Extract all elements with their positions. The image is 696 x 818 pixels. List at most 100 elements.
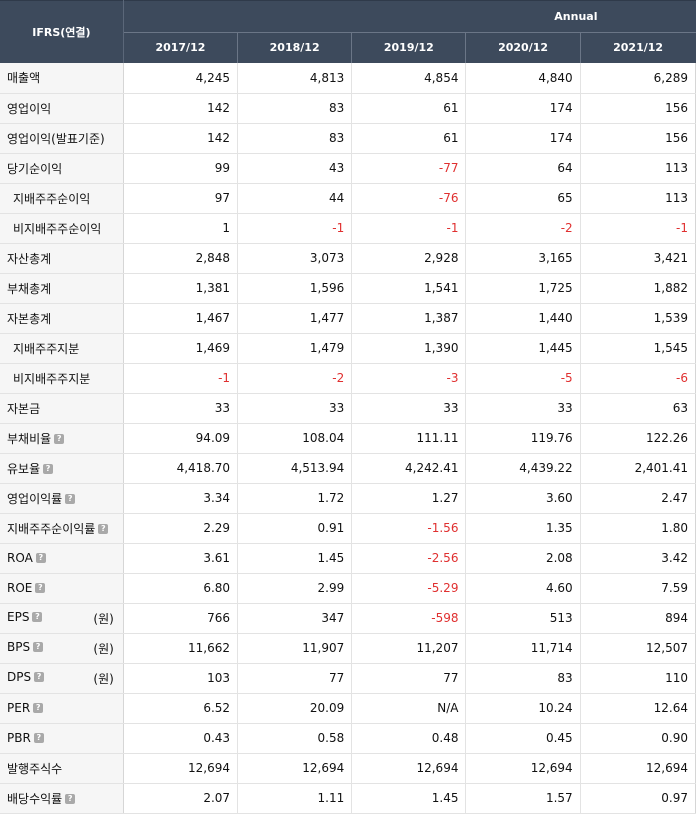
value-cell: 766 xyxy=(123,603,239,634)
value-cell: 1,469 xyxy=(123,333,239,364)
row-label-cell: 당기순이익 xyxy=(0,153,124,184)
row-label: 비지배주주지분 xyxy=(13,371,91,386)
value-cell: 2,928 xyxy=(351,243,467,274)
row-label-cell: 자본금 xyxy=(0,393,124,424)
value-cell: 1,467 xyxy=(123,303,239,334)
value-cell: 4,439.22 xyxy=(465,453,581,484)
table-row: 지배주주순이익률? 2.29 0.91 -1.56 1.35 1.80 xyxy=(0,513,696,544)
value-cell: 113 xyxy=(580,183,696,214)
row-label: EPS xyxy=(7,609,30,624)
value-cell: -1 xyxy=(351,213,467,244)
value-cell: 2.99 xyxy=(237,573,353,604)
value-cell: 3.60 xyxy=(465,483,581,514)
value-cell: 4,854 xyxy=(351,63,467,94)
table-row: 발행주식수 12,694 12,694 12,694 12,694 12,694 xyxy=(0,753,696,784)
table-row: 부채총계 1,381 1,596 1,541 1,725 1,882 xyxy=(0,273,696,304)
help-icon[interactable]: ? xyxy=(32,611,43,622)
help-icon[interactable]: ? xyxy=(35,583,46,593)
row-label-cell: 부채비율? xyxy=(0,423,124,454)
table-row: 영업이익 142 83 61 174 156 xyxy=(0,93,696,124)
value-cell: 83 xyxy=(465,663,581,694)
table-row: 지배주주순이익 97 44 -76 65 113 xyxy=(0,183,696,214)
value-cell: -77 xyxy=(351,153,467,184)
help-icon[interactable]: ? xyxy=(65,493,76,504)
value-cell: 1.72 xyxy=(237,483,353,514)
table-row: 부채비율? 94.09 108.04 111.11 119.76 122.26 xyxy=(0,423,696,454)
table-row: 매출액 4,245 4,813 4,854 4,840 6,289 xyxy=(0,63,696,94)
help-icon[interactable]: ? xyxy=(98,523,109,534)
row-label-cell: 영업이익 xyxy=(0,93,124,124)
value-cell: -598 xyxy=(351,603,467,634)
row-label-cell: 지배주주순이익률? xyxy=(0,513,124,544)
value-cell: 103 xyxy=(123,663,239,694)
value-cell: -2.56 xyxy=(351,543,467,574)
value-cell: -5 xyxy=(465,363,581,394)
help-icon[interactable]: ? xyxy=(35,553,46,563)
help-icon[interactable]: ? xyxy=(33,733,44,743)
period-group-header: Annual xyxy=(123,0,696,33)
value-cell: 0.90 xyxy=(580,723,696,754)
value-cell: 3,073 xyxy=(237,243,353,274)
value-cell: 4,418.70 xyxy=(123,453,239,484)
table-row: 지배주주지분 1,469 1,479 1,390 1,445 1,545 xyxy=(0,333,696,364)
value-cell: 122.26 xyxy=(580,423,696,454)
help-icon[interactable]: ? xyxy=(33,641,44,652)
row-label-cell: 지배주주지분 xyxy=(0,333,124,364)
unit-label: (원) xyxy=(93,671,114,686)
row-label-cell: 비지배주주순이익 xyxy=(0,213,124,244)
row-label-cell: PER? xyxy=(0,693,124,724)
table-row: (원) BPS? 11,662 11,907 11,207 11,714 12,507 xyxy=(0,633,696,664)
value-cell: -1 xyxy=(123,363,239,394)
value-cell: 4,245 xyxy=(123,63,239,94)
value-cell: -1 xyxy=(580,213,696,244)
value-cell: 1,387 xyxy=(351,303,467,334)
row-label: 영업이익(발표기준) xyxy=(7,131,105,146)
value-cell: 77 xyxy=(237,663,353,694)
value-cell: -2 xyxy=(237,363,353,394)
value-cell: -1.56 xyxy=(351,513,467,544)
row-label-cell: (원) BPS? xyxy=(0,633,124,664)
row-label-cell: 비지배주주지분 xyxy=(0,363,124,394)
value-cell: 1.45 xyxy=(237,543,353,574)
value-cell: 1.57 xyxy=(465,783,581,814)
value-cell: 99 xyxy=(123,153,239,184)
help-icon[interactable]: ? xyxy=(34,671,45,682)
row-label: 지배주주순이익 xyxy=(13,191,91,206)
value-cell: 12.64 xyxy=(580,693,696,724)
value-cell: 7.59 xyxy=(580,573,696,604)
row-label: DPS xyxy=(7,669,32,684)
value-cell: 0.45 xyxy=(465,723,581,754)
value-cell: 3,165 xyxy=(465,243,581,274)
value-cell: 11,207 xyxy=(351,633,467,664)
value-cell: 3.42 xyxy=(580,543,696,574)
value-cell: 1.45 xyxy=(351,783,467,814)
value-cell: 156 xyxy=(580,123,696,154)
help-icon[interactable]: ? xyxy=(54,433,65,444)
row-label-cell: 지배주주순이익 xyxy=(0,183,124,214)
value-cell: 1,541 xyxy=(351,273,467,304)
value-cell: 61 xyxy=(351,123,467,154)
value-cell: 1.27 xyxy=(351,483,467,514)
value-cell: 2,848 xyxy=(123,243,239,274)
value-cell: 1,479 xyxy=(237,333,353,364)
value-cell: 83 xyxy=(237,123,353,154)
help-icon[interactable]: ? xyxy=(43,463,54,474)
value-cell: 119.76 xyxy=(465,423,581,454)
help-icon[interactable]: ? xyxy=(33,703,44,713)
value-cell: 1,882 xyxy=(580,273,696,304)
row-label: 부채총계 xyxy=(7,281,52,296)
value-cell: 12,507 xyxy=(580,633,696,664)
value-cell: 63 xyxy=(580,393,696,424)
row-label-cell: (원) EPS? xyxy=(0,603,124,634)
row-label-cell: (원) DPS? xyxy=(0,663,124,694)
value-cell: 6,289 xyxy=(580,63,696,94)
table-row: 영업이익률? 3.34 1.72 1.27 3.60 2.47 xyxy=(0,483,696,514)
help-icon[interactable]: ? xyxy=(65,793,76,804)
value-cell: 142 xyxy=(123,123,239,154)
row-label: 발행주식수 xyxy=(7,761,63,776)
unit-label: (원) xyxy=(93,611,114,626)
value-cell: 0.43 xyxy=(123,723,239,754)
value-cell: 2.07 xyxy=(123,783,239,814)
row-label: 비지배주주순이익 xyxy=(13,221,102,236)
value-cell: 1,477 xyxy=(237,303,353,334)
